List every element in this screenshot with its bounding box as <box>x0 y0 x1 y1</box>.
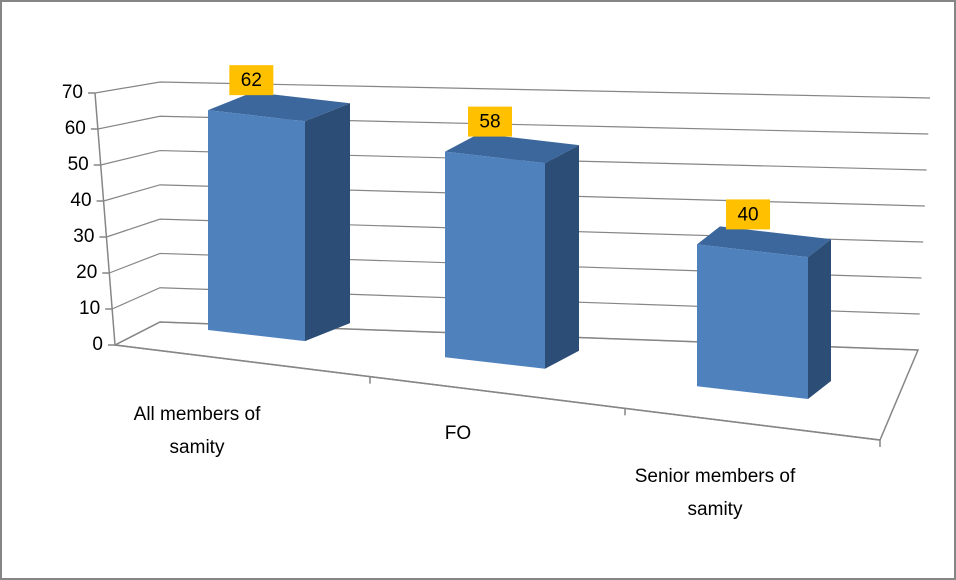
bar-top <box>208 92 350 122</box>
y-tick-label: 60 <box>65 118 86 139</box>
y-tick-label: 20 <box>76 262 97 283</box>
value-label-box <box>229 65 274 96</box>
grid-line <box>106 218 924 243</box>
bar-side <box>808 239 831 399</box>
y-axis <box>94 92 116 346</box>
bar <box>445 151 545 369</box>
value-label: 62 <box>241 70 262 91</box>
bar-top <box>445 133 579 164</box>
y-tick-label: 70 <box>62 82 83 103</box>
bar-top <box>697 226 831 258</box>
x-axis <box>114 344 881 441</box>
bar-side <box>305 103 350 342</box>
bar <box>697 244 808 399</box>
y-tick-label: 30 <box>73 226 94 247</box>
value-label-box <box>726 199 771 230</box>
grid-line <box>111 287 920 315</box>
grid-line <box>94 81 931 99</box>
x-tick-label: Senior members of samity <box>634 466 796 520</box>
y-tick-label: 40 <box>70 190 91 211</box>
x-tick-label: FO <box>444 423 472 444</box>
grid-line <box>100 149 927 171</box>
grid-line <box>109 252 922 279</box>
value-label: 58 <box>479 112 500 133</box>
bar-side <box>545 145 579 369</box>
grid-line <box>97 115 929 135</box>
y-tick-label: 0 <box>92 334 103 355</box>
y-tick-label: 50 <box>68 154 89 175</box>
value-label-box <box>468 106 512 137</box>
y-tick-label: 10 <box>79 298 100 319</box>
bar <box>208 110 305 342</box>
grid-line <box>103 184 925 207</box>
x-tick-label: All members of samity <box>133 404 261 458</box>
grid-line <box>114 321 919 351</box>
value-label: 40 <box>737 204 758 225</box>
